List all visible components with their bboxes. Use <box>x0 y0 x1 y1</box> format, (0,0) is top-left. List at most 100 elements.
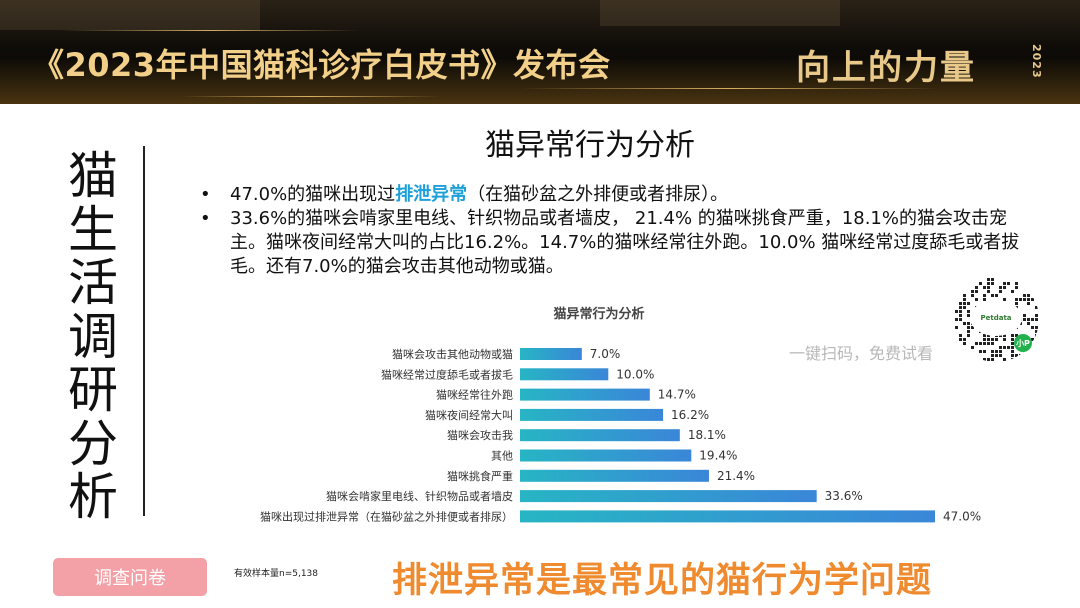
qr-dot <box>979 342 982 345</box>
qr-dot <box>1003 334 1006 337</box>
qr-dot <box>975 290 978 293</box>
qr-dot <box>983 338 986 341</box>
bar <box>520 449 692 462</box>
qr-dot <box>955 318 958 321</box>
qr-dot <box>1027 298 1030 301</box>
side-title: 猫 生 活 调 研 分 析 <box>58 149 128 526</box>
category-label: 猫咪夜间经常大叫 <box>425 408 513 422</box>
qr-dot <box>987 358 990 361</box>
header-banner: 《2023年中国猫科诊疗白皮书》发布会 向上的力量 2023 <box>0 0 1080 104</box>
value-label: 16.2% <box>671 408 709 422</box>
qr-dot <box>971 346 974 349</box>
header-light-streak <box>60 30 360 31</box>
qr-dot <box>1027 318 1030 321</box>
qr-code[interactable]: Petdata <box>953 276 1039 362</box>
header-light-streak <box>520 88 940 89</box>
summary-bullets: 47.0%的猫咪出现过排泄异常（在猫砂盆之外排便或者排尿）。 33.6%的猫咪会… <box>200 183 1020 279</box>
qr-dot <box>999 286 1002 289</box>
side-title-char: 调 <box>68 307 118 366</box>
qr-dot <box>967 322 970 325</box>
qr-dot <box>987 342 990 345</box>
bar <box>520 469 709 482</box>
qr-dot <box>991 358 994 361</box>
bar <box>520 368 609 381</box>
qr-dot <box>1031 318 1034 321</box>
value-label: 33.6% <box>825 489 863 503</box>
qr-dot <box>999 350 1002 353</box>
qr-dot <box>1007 282 1010 285</box>
qr-dot <box>995 354 998 357</box>
qr-dot <box>1031 298 1034 301</box>
header-decor-block <box>0 0 260 30</box>
survey-button[interactable]: 调查问卷 <box>53 558 207 596</box>
qr-dot <box>955 326 958 329</box>
qr-dot <box>979 350 982 353</box>
category-label: 猫咪会攻击我 <box>447 428 513 442</box>
qr-dot <box>963 306 966 309</box>
qr-dot <box>991 294 994 297</box>
qr-dot <box>1011 290 1014 293</box>
qr-dot <box>967 310 970 313</box>
value-label: 14.7% <box>658 388 696 402</box>
bullet-text: 33.6%的猫咪会啃家里电线、针织物品或者墙皮， 21.4% 的猫咪挑食严重，1… <box>230 208 1020 277</box>
qr-dot <box>983 294 986 297</box>
category-label: 猫咪经常往外跑 <box>436 388 513 402</box>
header-light-streak <box>180 96 440 97</box>
qr-dot <box>1003 346 1006 349</box>
qr-dot <box>991 282 994 285</box>
qr-dot <box>1015 354 1018 357</box>
qr-dot <box>983 298 986 301</box>
qr-dot <box>987 334 990 337</box>
qr-dot <box>995 294 998 297</box>
qr-dot <box>1031 326 1034 329</box>
side-title-char: 活 <box>68 254 118 312</box>
value-label: 21.4% <box>717 469 755 483</box>
qr-dot <box>1015 302 1018 305</box>
qr-dot <box>967 330 970 333</box>
qr-dot <box>1023 294 1026 297</box>
qr-dot <box>1007 346 1010 349</box>
brand-logo-text: 向上的力量 <box>796 48 976 88</box>
qr-dot <box>963 294 966 297</box>
qr-dot <box>991 278 994 281</box>
qr-dot <box>999 354 1002 357</box>
qr-dot <box>995 338 998 341</box>
qr-dot <box>1027 294 1030 297</box>
qr-dot <box>999 346 1002 349</box>
qr-dot <box>959 306 962 309</box>
qr-dot <box>967 314 970 317</box>
qr-dot <box>959 338 962 341</box>
side-divider <box>143 146 145 516</box>
qr-dot <box>1011 354 1014 357</box>
qr-dot <box>991 342 994 345</box>
qr-dot <box>967 326 970 329</box>
bar <box>520 490 817 503</box>
qr-dot <box>971 326 974 329</box>
qr-dot <box>983 334 986 337</box>
side-title-char: 析 <box>68 468 118 526</box>
qr-dot <box>1031 338 1034 341</box>
qr-dot <box>1003 338 1006 341</box>
qr-dot <box>959 318 962 321</box>
qr-dot <box>975 286 978 289</box>
qr-dot <box>963 298 966 301</box>
qr-dot <box>995 350 998 353</box>
value-label: 47.0% <box>943 509 981 523</box>
slide-title: 猫异常行为分析 <box>485 128 695 163</box>
qr-dot <box>1015 298 1018 301</box>
bullet-text: 47.0%的猫咪出现过 <box>230 184 396 205</box>
header-decor-block <box>600 0 840 26</box>
qr-dot <box>1027 322 1030 325</box>
category-label: 猫咪出现过排泄异常（在猫砂盆之外排便或者排尿） <box>260 509 513 523</box>
qr-dot <box>1035 314 1038 317</box>
bullet-item: 47.0%的猫咪出现过排泄异常（在猫砂盆之外排便或者排尿）。 <box>200 183 1020 207</box>
qr-dot <box>983 358 986 361</box>
side-title-char: 分 <box>68 414 118 473</box>
qr-dot <box>1003 298 1006 301</box>
side-title-char: 研 <box>68 361 118 419</box>
category-label: 其他 <box>491 450 513 463</box>
qr-dot <box>971 290 974 293</box>
qr-dot <box>1003 358 1006 361</box>
qr-dot <box>1003 286 1006 289</box>
